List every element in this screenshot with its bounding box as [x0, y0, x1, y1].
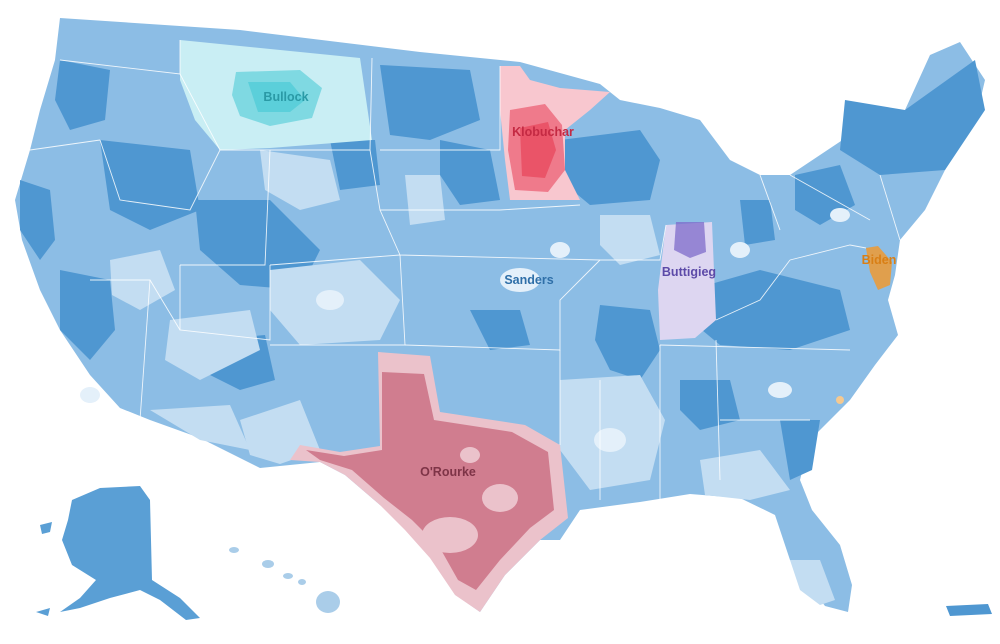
- hawaii-shape: [229, 547, 340, 613]
- orourke-region: [290, 352, 568, 612]
- label-buttigieg: Buttigieg: [662, 265, 716, 279]
- alaska-islands: [36, 522, 52, 616]
- label-bullock: Bullock: [263, 90, 308, 104]
- biden-region: [836, 246, 892, 404]
- buttigieg-region: [658, 222, 716, 340]
- state-borders: [29, 40, 901, 500]
- label-sanders: Sanders: [504, 273, 553, 287]
- klobuchar-region: [500, 66, 610, 200]
- sanders-dark-regions: [20, 60, 985, 480]
- label-orourke: O'Rourke: [420, 465, 476, 479]
- sanders-pale-regions: [80, 208, 850, 452]
- alaska-shape: [60, 486, 200, 620]
- label-klobuchar: Klobuchar: [512, 125, 574, 139]
- bullock-region: [180, 40, 372, 150]
- puerto-rico-shape: [946, 604, 992, 616]
- label-biden: Biden: [862, 253, 897, 267]
